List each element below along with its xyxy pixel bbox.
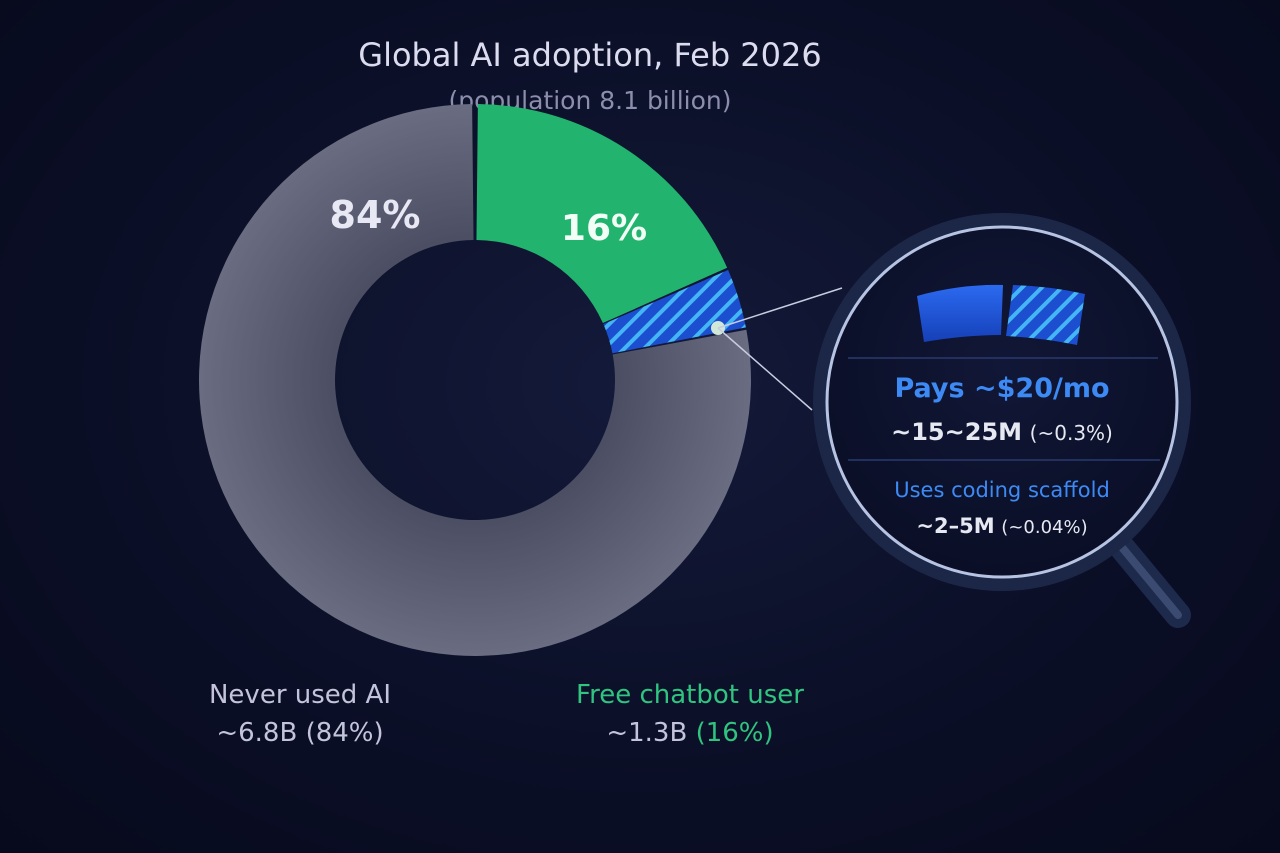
legend-free-name: Free chatbot user: [576, 680, 804, 710]
pays-pct: (~0.3%): [1029, 421, 1113, 445]
pays-value: ~15~25M (~0.3%): [817, 418, 1187, 446]
scaffold-value: ~2–5M (~0.04%): [817, 514, 1187, 538]
callout-line: [717, 327, 813, 411]
pays-amount: ~15~25M: [891, 418, 1023, 446]
legend-free-pct: (16%): [695, 718, 774, 748]
legend-free-chatbot: Free chatbot user ~1.3B (16%): [540, 676, 840, 752]
scaffold-amount: ~2–5M: [916, 514, 995, 538]
slice-never-used: [199, 104, 751, 656]
magnified-hatched-segment: [1006, 285, 1085, 345]
legend-never-used: Never used AI ~6.8B (84%): [150, 676, 450, 752]
magnified-pays-segment: [917, 284, 1003, 342]
slice-label-free: 16%: [561, 208, 647, 249]
pays-title: Pays ~$20/mo: [894, 373, 1110, 404]
slice-label-never: 84%: [330, 193, 421, 237]
legend-never-pct: (84%): [305, 718, 384, 748]
chart-title: Global AI adoption, Feb 2026: [358, 36, 822, 74]
slice-free-chatbot: [476, 104, 728, 324]
magnifier: [813, 213, 1191, 628]
scaffold-pct: (~0.04%): [1001, 517, 1088, 538]
legend-free-amount: ~1.3B: [606, 718, 688, 748]
legend-never-name: Never used AI: [208, 680, 392, 710]
scaffold-title: Uses coding scaffold: [894, 478, 1110, 502]
slice-pays: [603, 269, 746, 354]
legend-never-amount: ~6.8B: [216, 718, 298, 748]
callout-line: [717, 287, 843, 329]
